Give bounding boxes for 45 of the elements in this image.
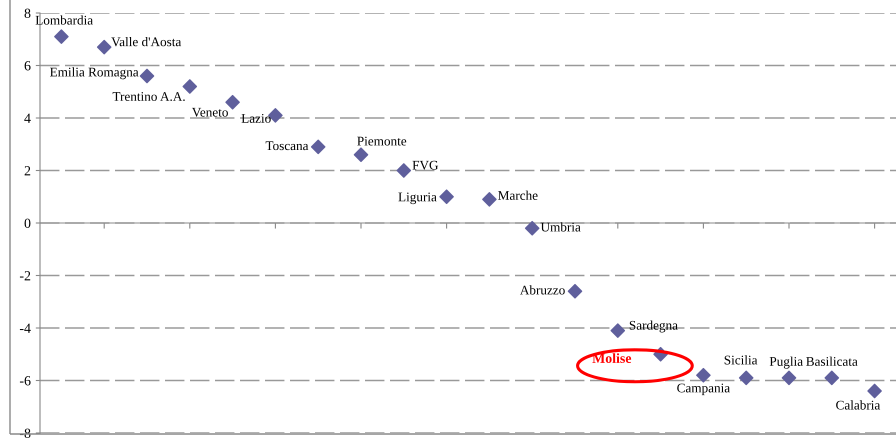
data-label: Emilia Romagna bbox=[50, 67, 138, 80]
data-label: Abruzzo bbox=[520, 285, 565, 295]
data-label: Veneto bbox=[192, 108, 228, 117]
data-label: Trentino A.A. bbox=[112, 92, 185, 101]
data-label: Campania bbox=[677, 384, 730, 396]
y-tick-label: 0 bbox=[24, 218, 30, 228]
point bbox=[782, 370, 796, 386]
y-tick-label: 4 bbox=[24, 114, 31, 123]
y-tick-label: -2 bbox=[20, 271, 30, 280]
point bbox=[738, 370, 754, 386]
data-label: Sicilia bbox=[724, 355, 758, 365]
data-label: Liguria bbox=[398, 192, 437, 204]
y-tick-label: 6 bbox=[24, 61, 31, 70]
point bbox=[439, 189, 454, 204]
y-tick-label: -4 bbox=[20, 324, 31, 333]
point bbox=[396, 163, 412, 178]
data-label: Calabria bbox=[836, 400, 880, 410]
data-label: Marche bbox=[498, 190, 538, 200]
y-tick-label: 2 bbox=[24, 166, 30, 176]
point bbox=[867, 384, 882, 398]
data-label: Lombardia bbox=[36, 15, 93, 25]
point bbox=[610, 323, 626, 338]
y-tick-label: 8 bbox=[24, 8, 30, 18]
data-label: Puglia bbox=[770, 356, 803, 369]
point bbox=[696, 368, 711, 383]
data-label: FVG bbox=[412, 160, 438, 170]
point bbox=[524, 220, 540, 236]
point bbox=[568, 284, 582, 299]
data-label: Toscana bbox=[266, 141, 308, 150]
point bbox=[824, 370, 840, 386]
point bbox=[182, 79, 198, 94]
point bbox=[54, 29, 69, 44]
point bbox=[140, 68, 154, 84]
point bbox=[310, 140, 326, 154]
data-label: Sardegna bbox=[630, 320, 678, 332]
data-label: Lazio bbox=[242, 114, 271, 123]
annotation: Molise bbox=[592, 353, 632, 363]
point bbox=[482, 192, 497, 207]
data-label: Basilicata bbox=[806, 356, 858, 366]
y-tick-label: -6 bbox=[20, 376, 31, 386]
data-label: Valle d'Aosta bbox=[111, 36, 182, 46]
data-label: Piemonte bbox=[357, 136, 406, 146]
point bbox=[354, 147, 368, 162]
point bbox=[96, 40, 112, 54]
data-label: Umbria bbox=[540, 222, 581, 232]
